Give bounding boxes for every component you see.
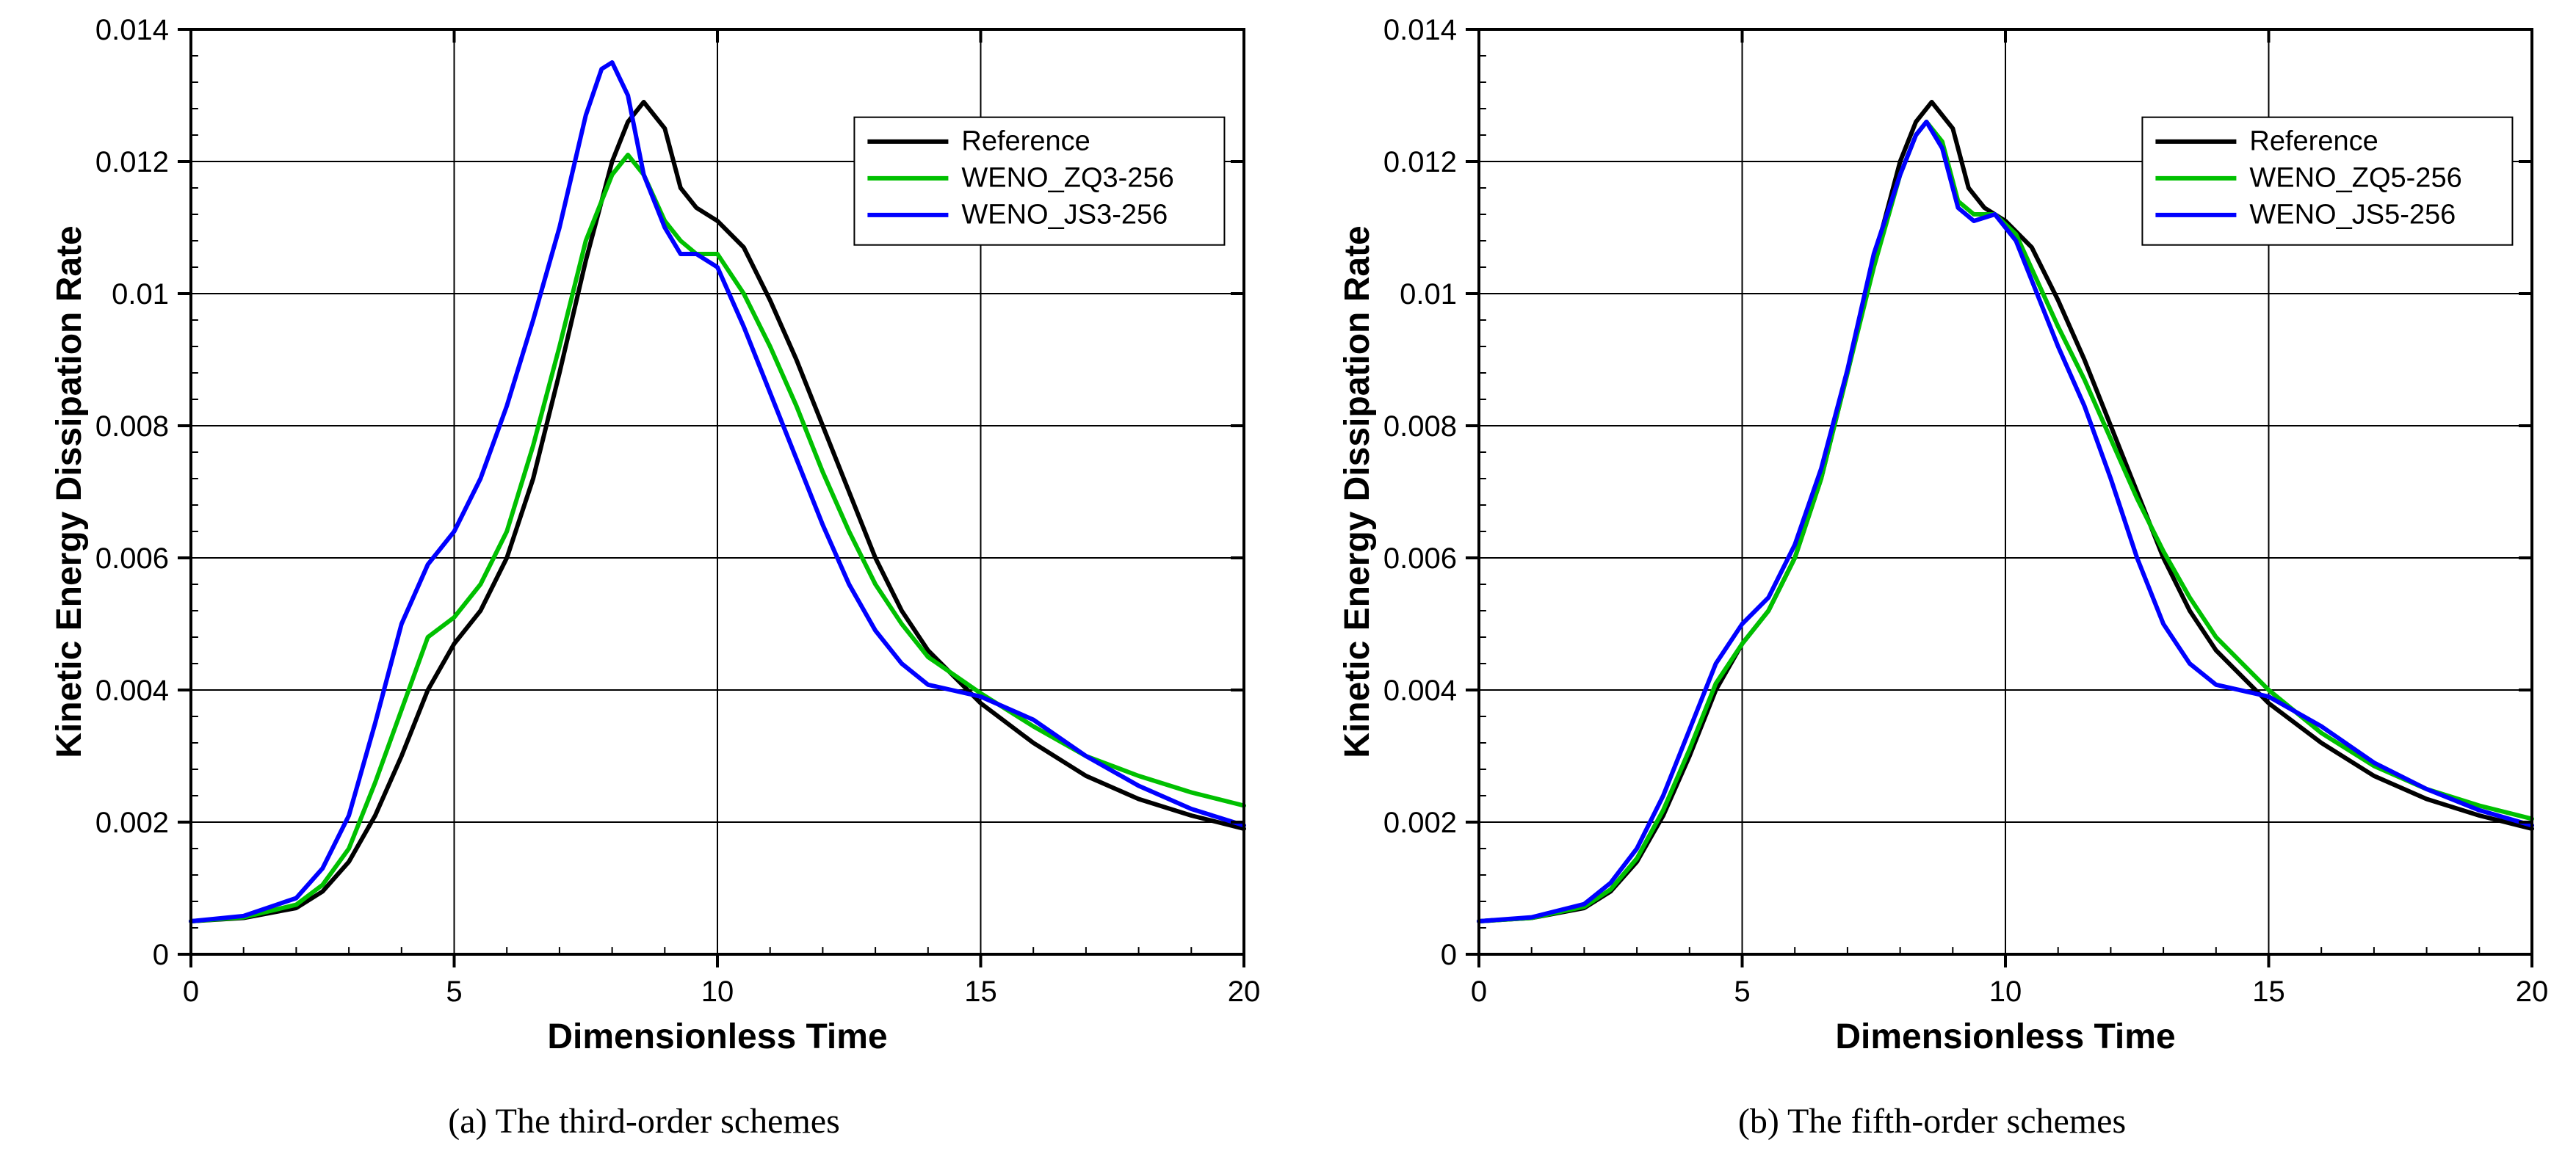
ytick-label: 0.008 [95, 410, 169, 443]
ytick-label: 0.002 [95, 807, 169, 839]
ytick-label: 0.012 [95, 146, 169, 178]
ytick-label: 0.006 [1383, 542, 1457, 575]
ytick-label: 0.014 [95, 14, 169, 46]
figure: 0 5 10 15 20 0 0.002 0.004 0.006 0.008 0.01 0.012 0.… [0, 0, 2576, 1173]
ytick-label: 0 [153, 939, 169, 971]
legend-label: WENO_ZQ5-256 [2249, 162, 2461, 193]
caption-text: The third-order schemes [496, 1102, 840, 1141]
ytick-label: 0 [1441, 939, 1457, 971]
ytick-label: 0.012 [1383, 146, 1457, 178]
xtick-label: 15 [964, 976, 997, 1008]
xtick-label: 20 [2516, 976, 2549, 1008]
ytick-label: 0.006 [95, 542, 169, 575]
caption-b: (b) The fifth-order schemes [1288, 1101, 2576, 1141]
legend-label: Reference [961, 126, 1090, 156]
x-axis-title: Dimensionless Time [1835, 1017, 2175, 1056]
legend-label: Reference [2249, 126, 2378, 156]
xtick-label: 5 [1734, 976, 1750, 1008]
caption-a: (a) The third-order schemes [0, 1101, 1288, 1141]
chart-a: 0 5 10 15 20 0 0.002 0.004 0.006 0.008 0.01 0.012 0.… [0, 0, 1288, 1079]
xtick-label: 15 [2252, 976, 2285, 1008]
ytick-label: 0.002 [1383, 807, 1457, 839]
ytick-label: 0.014 [1383, 14, 1457, 46]
xtick-label: 10 [701, 976, 734, 1008]
xtick-label: 5 [446, 976, 462, 1008]
ytick-label: 0.004 [1383, 675, 1457, 707]
panel-a: 0 5 10 15 20 0 0.002 0.004 0.006 0.008 0.01 0.012 0.… [0, 0, 1288, 1173]
legend-label: WENO_ZQ3-256 [961, 162, 1173, 193]
ytick-label: 0.008 [1383, 410, 1457, 443]
caption-tag: (a) [448, 1102, 487, 1141]
chart-b: 0 5 10 15 20 0 0.002 0.004 0.006 0.008 0.01 0.012 0.… [1288, 0, 2576, 1079]
ytick-label: 0.01 [1400, 278, 1457, 310]
x-axis-title: Dimensionless Time [547, 1017, 887, 1056]
caption-tag: (b) [1738, 1102, 1779, 1141]
caption-text: The fifth-order schemes [1787, 1102, 2126, 1141]
ytick-label: 0.004 [95, 675, 169, 707]
panel-b: 0 5 10 15 20 0 0.002 0.004 0.006 0.008 0.01 0.012 0.… [1288, 0, 2576, 1173]
y-axis-title: Kinetic Energy Dissipation Rate [1338, 225, 1377, 758]
legend-label: WENO_JS5-256 [2249, 199, 2456, 230]
xtick-label: 0 [1471, 976, 1487, 1008]
ytick-label: 0.01 [112, 278, 169, 310]
xtick-label: 0 [183, 976, 199, 1008]
xtick-label: 20 [1228, 976, 1261, 1008]
legend-label: WENO_JS3-256 [961, 199, 1168, 230]
y-axis-title: Kinetic Energy Dissipation Rate [50, 225, 89, 758]
xtick-label: 10 [1989, 976, 2022, 1008]
